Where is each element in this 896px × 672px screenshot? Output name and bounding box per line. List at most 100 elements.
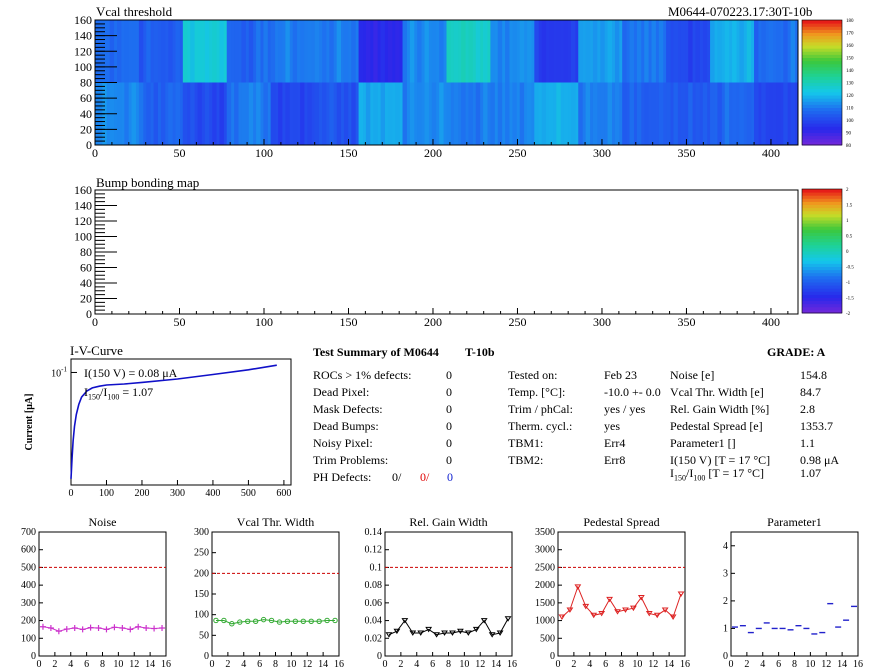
colorbar-segment — [802, 26, 842, 30]
roc-texture — [241, 82, 246, 146]
pedestal-spread-frame — [557, 531, 686, 657]
pedestal-spread-x-tick-label: 16 — [680, 659, 690, 670]
summary-right-label: I(150 V) [T = 17 °C] — [670, 453, 771, 467]
x-tick-label: 250 — [508, 315, 526, 329]
roc-texture — [592, 82, 598, 146]
roc-texture — [300, 20, 305, 83]
rel-gain-width-y-tick-label: 0 — [377, 651, 382, 662]
roc-texture — [761, 82, 766, 146]
roc-texture — [417, 20, 422, 83]
roc-texture — [527, 82, 532, 146]
x-tick-label: 0 — [92, 146, 98, 160]
summary-mid-value: -10.0 +- 0.0 — [604, 385, 661, 399]
colorbar-segment — [802, 260, 842, 264]
colorbar-tick-label: 120 — [846, 94, 854, 99]
summary-left-label: Dead Pixel: — [313, 385, 370, 399]
vcal-width-y-tick-label: 100 — [194, 610, 209, 621]
rel-gain-width-x-tick-label: 8 — [446, 659, 451, 670]
roc-texture — [322, 20, 327, 83]
pedestal-spread-x-tick-label: 0 — [556, 659, 561, 670]
noise-x-tick-label: 0 — [37, 659, 42, 670]
colorbar-segment — [802, 309, 842, 314]
roc-texture — [585, 20, 591, 83]
noise-x-tick-label: 10 — [113, 659, 123, 670]
roc-texture — [563, 20, 569, 83]
pedestal-spread-point — [669, 614, 677, 620]
noise-point — [55, 628, 62, 635]
iv-annotation-ratio: I150/I100 = 1.07 — [84, 385, 154, 402]
colorbar-segment — [802, 32, 842, 37]
vcal-width-frame — [211, 531, 340, 657]
roc-texture — [146, 82, 151, 146]
ratio-value: 1.07 — [800, 466, 821, 480]
y-tick-label: 80 — [80, 245, 92, 259]
noise-point — [135, 623, 142, 630]
colorbar-segment — [802, 135, 842, 140]
roc-texture — [373, 20, 378, 83]
roc-texture — [234, 82, 239, 146]
noise-x-tick-label: 16 — [161, 659, 171, 670]
colorbar-tick-label: 1.5 — [846, 204, 853, 209]
roc-texture — [768, 82, 774, 146]
roc-texture — [439, 20, 444, 83]
roc-texture — [673, 82, 678, 146]
pedestal-spread-point — [598, 610, 606, 617]
summary-mid-label: Temp. [°C]: — [508, 385, 566, 399]
colorbar-segment — [802, 257, 842, 261]
colorbar-segment — [802, 263, 842, 267]
roc-texture — [754, 20, 759, 83]
x-tick-label: 200 — [424, 146, 442, 160]
y-tick-label: 60 — [80, 261, 92, 275]
roc-texture — [175, 82, 180, 146]
summary-title: Test Summary of M0644 — [313, 345, 439, 359]
colorbar-tick-label: 80 — [846, 144, 852, 149]
colorbar-segment — [802, 66, 842, 71]
roc-texture — [512, 82, 517, 146]
roc-texture — [124, 82, 129, 146]
vcal-width-y-tick-label: 150 — [194, 589, 209, 600]
summary-mid-value: yes — [604, 419, 620, 433]
roc-texture — [116, 82, 122, 146]
colorbar-segment — [802, 306, 842, 311]
colorbar-tick-label: 150 — [846, 57, 854, 62]
roc-texture — [300, 82, 305, 146]
y-tick-label: 120 — [74, 44, 92, 58]
roc-texture — [409, 82, 415, 146]
vcal-width-point — [292, 618, 299, 624]
vcal-width-y-tick-label: 250 — [194, 548, 209, 559]
roc-texture — [263, 82, 268, 146]
colorbar-tick-label: -1 — [846, 281, 851, 286]
parameter1-x-tick-label: 16 — [853, 659, 863, 670]
roc-texture — [475, 20, 481, 83]
pedestal-spread-x-tick-label: 2 — [571, 659, 576, 670]
summary-mid-value: Err4 — [604, 436, 626, 450]
roc-texture — [607, 20, 612, 83]
roc-texture — [138, 82, 144, 146]
roc-texture — [395, 82, 400, 146]
y-tick-label: 140 — [74, 199, 92, 213]
summary-tag: T-10b — [465, 345, 495, 359]
vcal-width-point — [252, 618, 259, 624]
roc-texture — [285, 20, 290, 83]
rel-gain-width-point — [409, 630, 417, 636]
summary-left-value: 0 — [446, 453, 452, 467]
pedestal-spread-y-tick-label: 1000 — [535, 616, 555, 627]
colorbar-segment — [802, 247, 842, 252]
pedestal-spread-y-tick-label: 0 — [550, 651, 555, 662]
roc-texture — [497, 20, 503, 83]
roc-texture — [710, 82, 715, 146]
roc-texture — [570, 20, 576, 83]
roc-texture — [329, 20, 334, 83]
rel-gain-width-point — [496, 630, 504, 636]
iv-x-tick-label: 0 — [69, 488, 74, 499]
colorbar-segment — [802, 223, 842, 227]
colorbar-segment — [802, 192, 842, 196]
roc-texture — [424, 82, 429, 146]
x-tick-label: 100 — [255, 315, 273, 329]
rel-gain-width-y-tick-label: 0.02 — [365, 633, 383, 644]
pedestal-spread-x-tick-label: 14 — [664, 659, 674, 670]
colorbar-segment — [802, 278, 842, 283]
roc-texture — [468, 20, 473, 83]
roc-texture — [658, 20, 664, 83]
